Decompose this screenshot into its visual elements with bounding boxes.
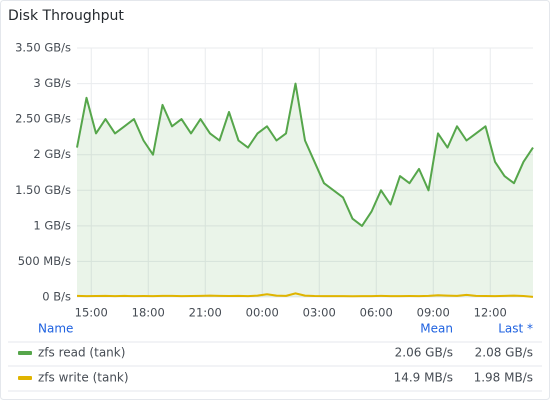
y-tick-label: 0 B/s [42, 290, 71, 304]
x-tick-label: 12:00 [474, 306, 507, 320]
legend-stat: 14.9 MB/s [394, 371, 453, 385]
y-tick-label: 500 MB/s [18, 254, 71, 268]
x-tick-label: 21:00 [189, 306, 222, 320]
x-tick-label: 15:00 [75, 306, 108, 320]
legend-swatch [18, 351, 32, 355]
y-tick-label: 3 GB/s [33, 76, 71, 90]
series-area [77, 83, 533, 297]
legend-name[interactable]: zfs read (tank) [38, 346, 125, 360]
x-tick-label: 09:00 [417, 306, 450, 320]
legend-stat: 2.08 GB/s [475, 346, 533, 360]
y-tick-label: 1.50 GB/s [15, 183, 71, 197]
x-tick-label: 06:00 [360, 306, 393, 320]
x-tick-label: 00:00 [246, 306, 279, 320]
legend-header[interactable]: Mean [420, 322, 453, 336]
y-tick-label: 3.50 GB/s [15, 41, 71, 55]
y-tick-label: 2 GB/s [33, 147, 71, 161]
legend-name[interactable]: zfs write (tank) [38, 371, 129, 385]
x-tick-label: 03:00 [303, 306, 336, 320]
panel-title: Disk Throughput [8, 8, 124, 24]
legend-stat: 1.98 MB/s [474, 371, 533, 385]
y-tick-label: 2.50 GB/s [15, 112, 71, 126]
series-line [76, 82, 534, 227]
legend-header[interactable]: Name [38, 322, 73, 336]
y-tick-label: 1 GB/s [33, 218, 71, 232]
legend-swatch [18, 376, 32, 380]
legend-header[interactable]: Last * [498, 322, 533, 336]
x-tick-label: 18:00 [132, 306, 165, 320]
legend-stat: 2.06 GB/s [395, 346, 453, 360]
series-line [76, 292, 534, 298]
